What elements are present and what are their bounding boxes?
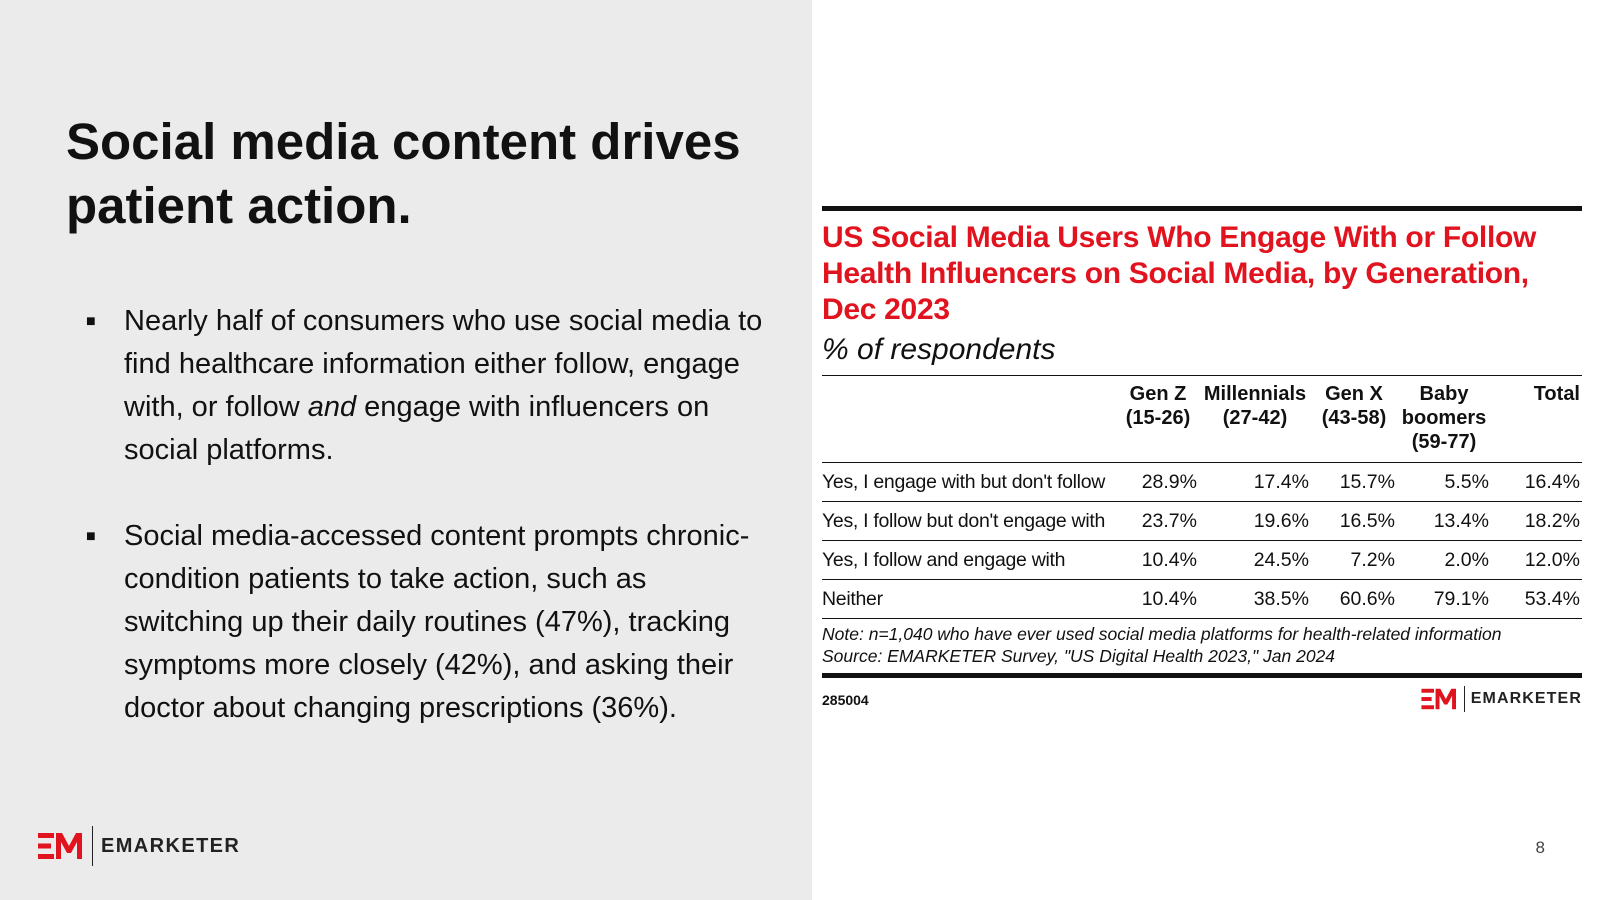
bullet-text-end: engage with influencers on social platfo… [124,391,710,466]
chart-bottom-rule [822,673,1582,678]
table-header-row: Gen Z (15-26) Millennials (27-42) Gen X … [822,376,1582,463]
table-cell: 16.5% [1311,501,1397,541]
table-cell: 15.7% [1311,462,1397,502]
logo-separator [1463,686,1465,712]
em-logo-icon [38,833,82,859]
column-header: Baby boomers (59-77) [1397,376,1491,463]
chart-subtitle: % of respondents [822,333,1056,366]
table-row: Yes, I engage with but don't follow 28.9… [822,462,1582,502]
table-row: Neither 10.4% 38.5% 60.6% 79.1% 53.4% [822,580,1582,619]
table-cell: 7.2% [1311,540,1397,580]
table-top-rule [822,375,1582,376]
source-text: Source: EMARKETER Survey, "US Digital He… [822,646,1336,666]
column-header: Gen X (43-58) [1311,376,1397,463]
bullet-list: ■ Nearly half of consumers who use social… [86,300,766,773]
table-cell: 12.0% [1491,540,1582,580]
table-cell: 10.4% [1141,587,1197,610]
square-bullet-icon: ■ [86,313,96,330]
table-cell: 5.5% [1397,462,1491,502]
column-header: Gen Z (15-26) [1117,376,1199,463]
chart-title: US Social Media Users Who Engage With or… [822,221,1537,326]
chart-footer: 285004 EMARKETER [822,678,1582,714]
bullet-emphasis: and [307,391,357,423]
column-header: Millennials (27-42) [1199,376,1311,463]
logo-wordmark: EMARKETER [1470,690,1582,707]
em-logo-icon [1421,688,1456,710]
table-cell: 13.4% [1397,501,1491,541]
note-text: Note: n=1,040 who have ever used social … [822,624,1502,644]
table-cell: 28.9% [1117,462,1199,502]
bullet-text: Social media-accessed content prompts ch… [124,520,750,724]
column-header: Total [1491,376,1582,463]
table-cell: 53.4% [1524,587,1580,610]
row-label: Yes, I follow but don't engage with [822,501,1117,541]
chart-brand-logo: EMARKETER [1421,686,1582,712]
chart-note: Note: n=1,040 who have ever used social … [822,618,1582,667]
data-table: Gen Z (15-26) Millennials (27-42) Gen X … [822,376,1582,618]
logo-wordmark: EMARKETER [101,834,241,857]
row-label: Yes, I follow and engage with [822,540,1117,580]
chart-id: 285004 [822,692,869,708]
brand-logo: EMARKETER [38,826,240,866]
bullet-item: ■ Nearly half of consumers who use social… [86,300,766,472]
logo-separator [92,826,93,866]
table-cell: 17.4% [1199,462,1311,502]
page-number: 8 [1535,838,1545,857]
table-cell: 38.5% [1253,587,1309,610]
table-cell: 16.4% [1491,462,1582,502]
table-row: Yes, I follow but don't engage with 23.7… [822,501,1582,541]
table-cell: 60.6% [1339,587,1395,610]
row-label: Neither [822,587,883,610]
left-panel: Social media content drives patient acti… [0,0,812,900]
square-bullet-icon: ■ [86,528,96,545]
bullet-item: ■ Social media-accessed content prompts c… [86,515,766,730]
table-cell: 24.5% [1199,540,1311,580]
table-cell: 79.1% [1433,587,1489,610]
table-cell: 2.0% [1397,540,1491,580]
chart-card: US Social Media Users Who Engage With or… [822,206,1582,714]
column-header-empty [822,376,1117,463]
slide-title: Social media content drives patient acti… [66,113,741,234]
row-label: Yes, I engage with but don't follow [822,462,1117,502]
table-cell: 10.4% [1117,540,1199,580]
table-cell: 23.7% [1117,501,1199,541]
table-row: Yes, I follow and engage with 10.4% 24.5… [822,540,1582,580]
bullet-text: Nearly half of consumers who use social … [124,305,763,423]
table-cell: 18.2% [1491,501,1582,541]
table-cell: 19.6% [1199,501,1311,541]
chart-top-rule [822,206,1582,211]
